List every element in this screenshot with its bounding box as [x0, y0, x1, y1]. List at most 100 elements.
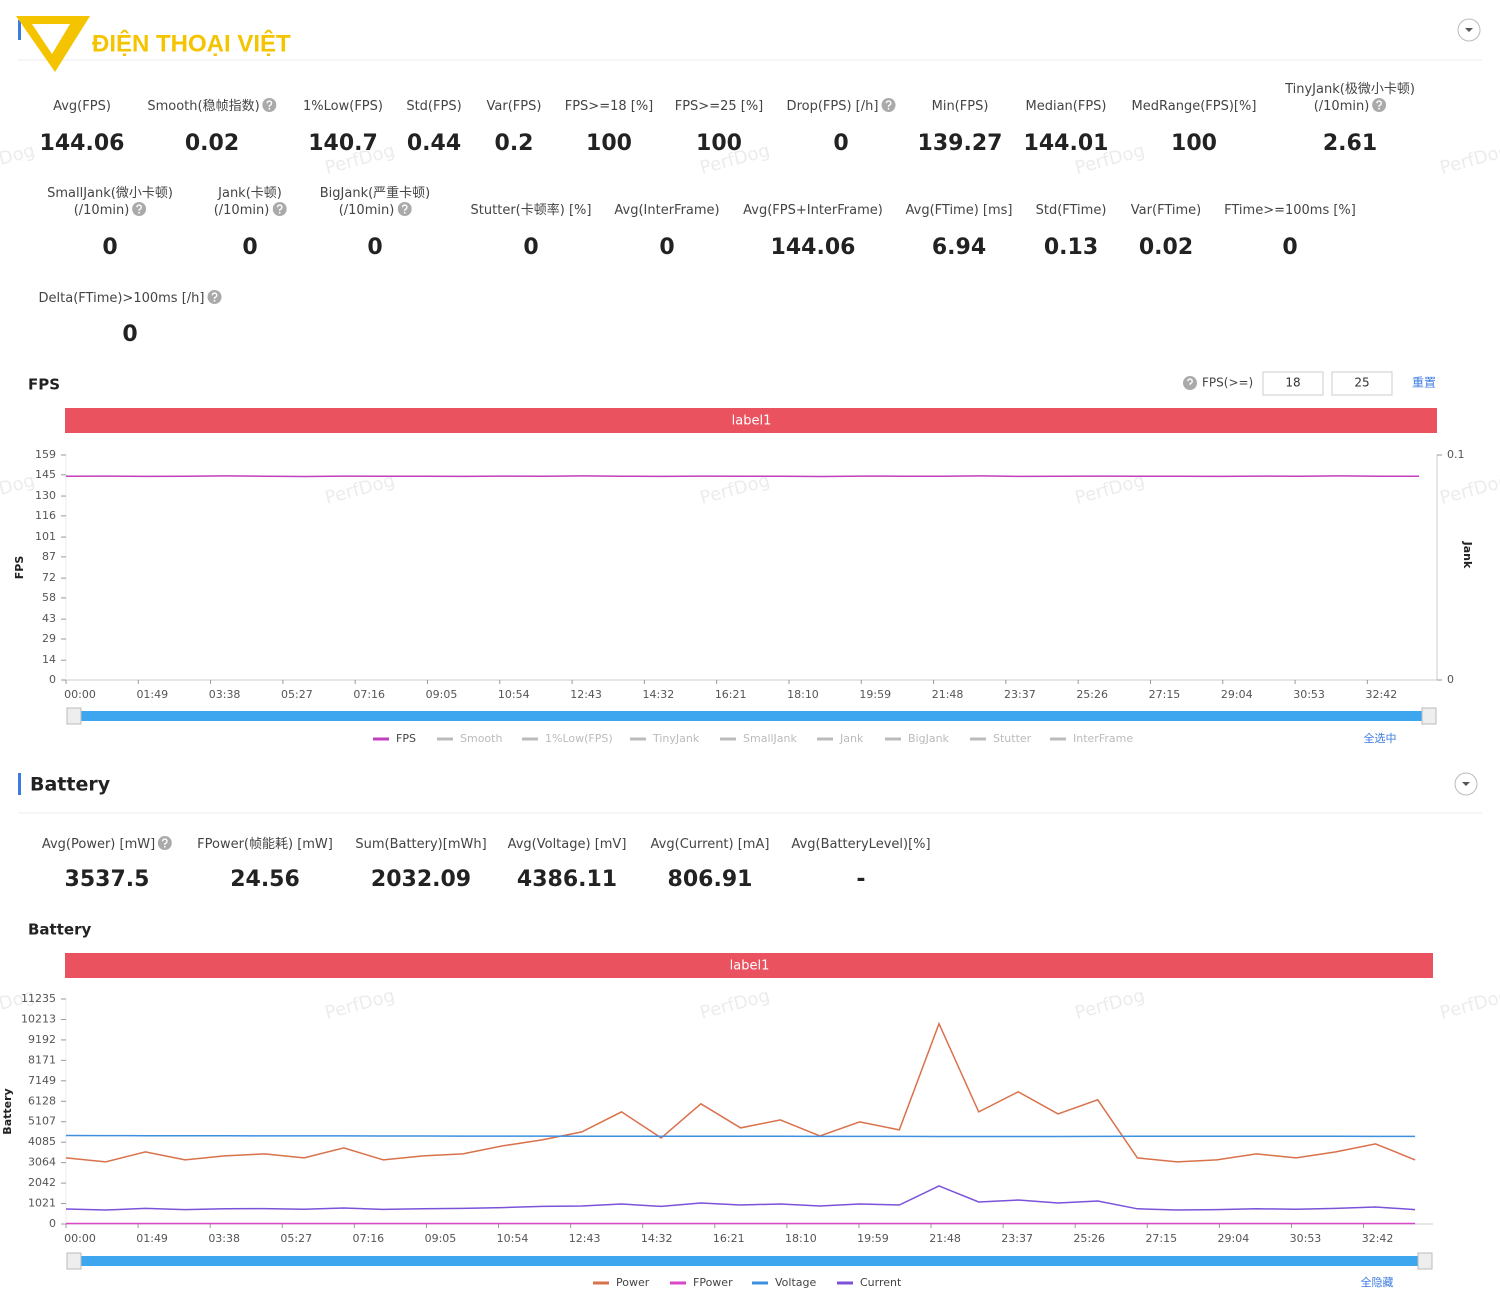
y-tick-label: 8171	[28, 1053, 56, 1066]
metric-label: Median(FPS)	[1025, 99, 1107, 114]
legend-label[interactable]: BigJank	[908, 732, 950, 745]
legend-label[interactable]: SmallJank	[743, 732, 798, 745]
help-icon[interactable]	[262, 98, 277, 112]
y-tick-label: 130	[35, 489, 56, 502]
legend-toggle[interactable]: 全选中	[1364, 731, 1397, 745]
logo-inner	[32, 24, 70, 54]
y-tick-label: 5107	[28, 1115, 56, 1128]
y-tick-label: 4085	[28, 1135, 56, 1148]
banner-text: label1	[732, 414, 772, 429]
slider-handle[interactable]	[1421, 707, 1437, 725]
legend-label[interactable]: TinyJank	[652, 732, 700, 745]
threshold-value: 25	[1354, 376, 1369, 390]
metric-value: -	[856, 867, 866, 892]
y-axis-label: FPS	[13, 556, 26, 580]
x-tick-label: 05:27	[280, 1232, 312, 1245]
metric-label: Avg(Power) [mW]	[42, 836, 173, 853]
slider-handle[interactable]	[66, 1252, 82, 1270]
metric-value: 100	[696, 131, 742, 156]
legend-label[interactable]: 1%Low(FPS)	[545, 732, 613, 745]
slider-handle[interactable]	[66, 707, 82, 725]
reset-link[interactable]: 重置	[1412, 376, 1436, 390]
zoom-slider[interactable]	[74, 1256, 1425, 1266]
metric-value: 0	[523, 235, 539, 260]
legend-label[interactable]: Jank	[839, 732, 864, 745]
x-tick-label: 01:49	[136, 1232, 168, 1245]
help-icon[interactable]	[272, 202, 287, 216]
x-tick-label: 29:04	[1218, 1232, 1250, 1245]
metric-label: Avg(FPS+InterFrame)	[743, 203, 883, 218]
legend-label[interactable]: Smooth	[460, 732, 502, 745]
y-axis-label: Battery	[1, 1088, 14, 1134]
watermark: PerfDog	[323, 985, 397, 1024]
watermark: PerfDog	[1438, 470, 1500, 509]
x-tick-label: 30:53	[1293, 688, 1325, 701]
threshold-input[interactable]	[1331, 371, 1393, 396]
legend-label[interactable]: FPS	[396, 732, 416, 745]
x-tick-label: 32:42	[1366, 688, 1398, 701]
metric-label: Drop(FPS) [/h]	[787, 98, 896, 115]
x-tick-label: 12:43	[570, 688, 602, 701]
y-tick-label: 11235	[21, 992, 56, 1005]
metric-label: BigJank(严重卡顿) (/10min)	[319, 186, 431, 218]
x-tick-label: 19:59	[857, 1232, 889, 1245]
legend-label[interactable]: Voltage	[775, 1276, 816, 1289]
x-tick-label: 18:10	[787, 688, 819, 701]
x-tick-label: 03:38	[209, 688, 241, 701]
section-title: Battery	[30, 774, 111, 796]
slider-handle[interactable]	[1417, 1252, 1433, 1270]
chart-title: FPS	[28, 376, 60, 394]
threshold-input[interactable]	[1262, 371, 1324, 396]
legend-label[interactable]: Stutter	[993, 732, 1032, 745]
legend-label[interactable]: InterFrame	[1073, 732, 1133, 745]
metric-value: 6.94	[931, 235, 987, 260]
x-tick-label: 00:00	[64, 1232, 96, 1245]
y-tick-label: 10213	[21, 1012, 56, 1025]
watermark: PerfDog	[1073, 985, 1147, 1024]
metric-label: Avg(Voltage) [mV]	[507, 837, 627, 852]
logo-text: ĐIỆN THOẠI VIỆT	[92, 29, 291, 57]
x-tick-label: 29:04	[1221, 688, 1253, 701]
x-tick-label: 09:05	[425, 1232, 457, 1245]
metric-value: 24.56	[230, 867, 300, 892]
x-tick-label: 12:43	[569, 1232, 601, 1245]
metric-value: 2032.09	[370, 867, 472, 892]
help-icon[interactable]	[881, 98, 896, 112]
metric-value: 0.02	[1138, 235, 1194, 260]
legend-label[interactable]: Current	[860, 1276, 902, 1289]
help-icon[interactable]	[1183, 376, 1197, 390]
metric-label: Avg(FTime) [ms]	[905, 203, 1013, 218]
metric-label: Avg(FPS)	[53, 99, 111, 114]
y-tick-label: 3064	[28, 1156, 56, 1169]
metric-label: FPS>=25 [%]	[674, 99, 764, 114]
help-icon[interactable]	[132, 202, 147, 216]
legend-label[interactable]: FPower	[693, 1276, 733, 1289]
metric-label: Min(FPS)	[931, 99, 989, 114]
help-icon[interactable]	[158, 836, 173, 850]
legend-label[interactable]: Power	[616, 1276, 650, 1289]
y-tick-label: 43	[42, 612, 56, 625]
help-icon[interactable]	[207, 290, 222, 304]
metric-label: MedRange(FPS)[%]	[1131, 99, 1257, 114]
x-tick-label: 14:32	[641, 1232, 673, 1245]
metric-value: 4386.11	[516, 867, 618, 892]
metric-value: 0	[102, 235, 118, 260]
x-tick-label: 19:59	[859, 688, 891, 701]
series-line	[65, 1134, 1416, 1138]
y-tick-label: 6128	[28, 1094, 56, 1107]
y-tick-label: 0	[49, 1217, 56, 1230]
help-icon[interactable]	[1372, 98, 1387, 112]
zoom-slider[interactable]	[74, 711, 1429, 721]
x-tick-label: 21:48	[929, 1232, 961, 1245]
series-line	[65, 1021, 1416, 1163]
legend-toggle[interactable]: 全隐藏	[1361, 1275, 1394, 1289]
chart-title: Battery	[28, 921, 91, 939]
chevron	[1462, 782, 1470, 786]
metric-value: 806.91	[667, 867, 753, 892]
x-tick-label: 05:27	[281, 688, 313, 701]
metric-value: 144.01	[1023, 131, 1109, 156]
x-tick-label: 01:49	[136, 688, 168, 701]
help-icon[interactable]	[397, 202, 412, 216]
